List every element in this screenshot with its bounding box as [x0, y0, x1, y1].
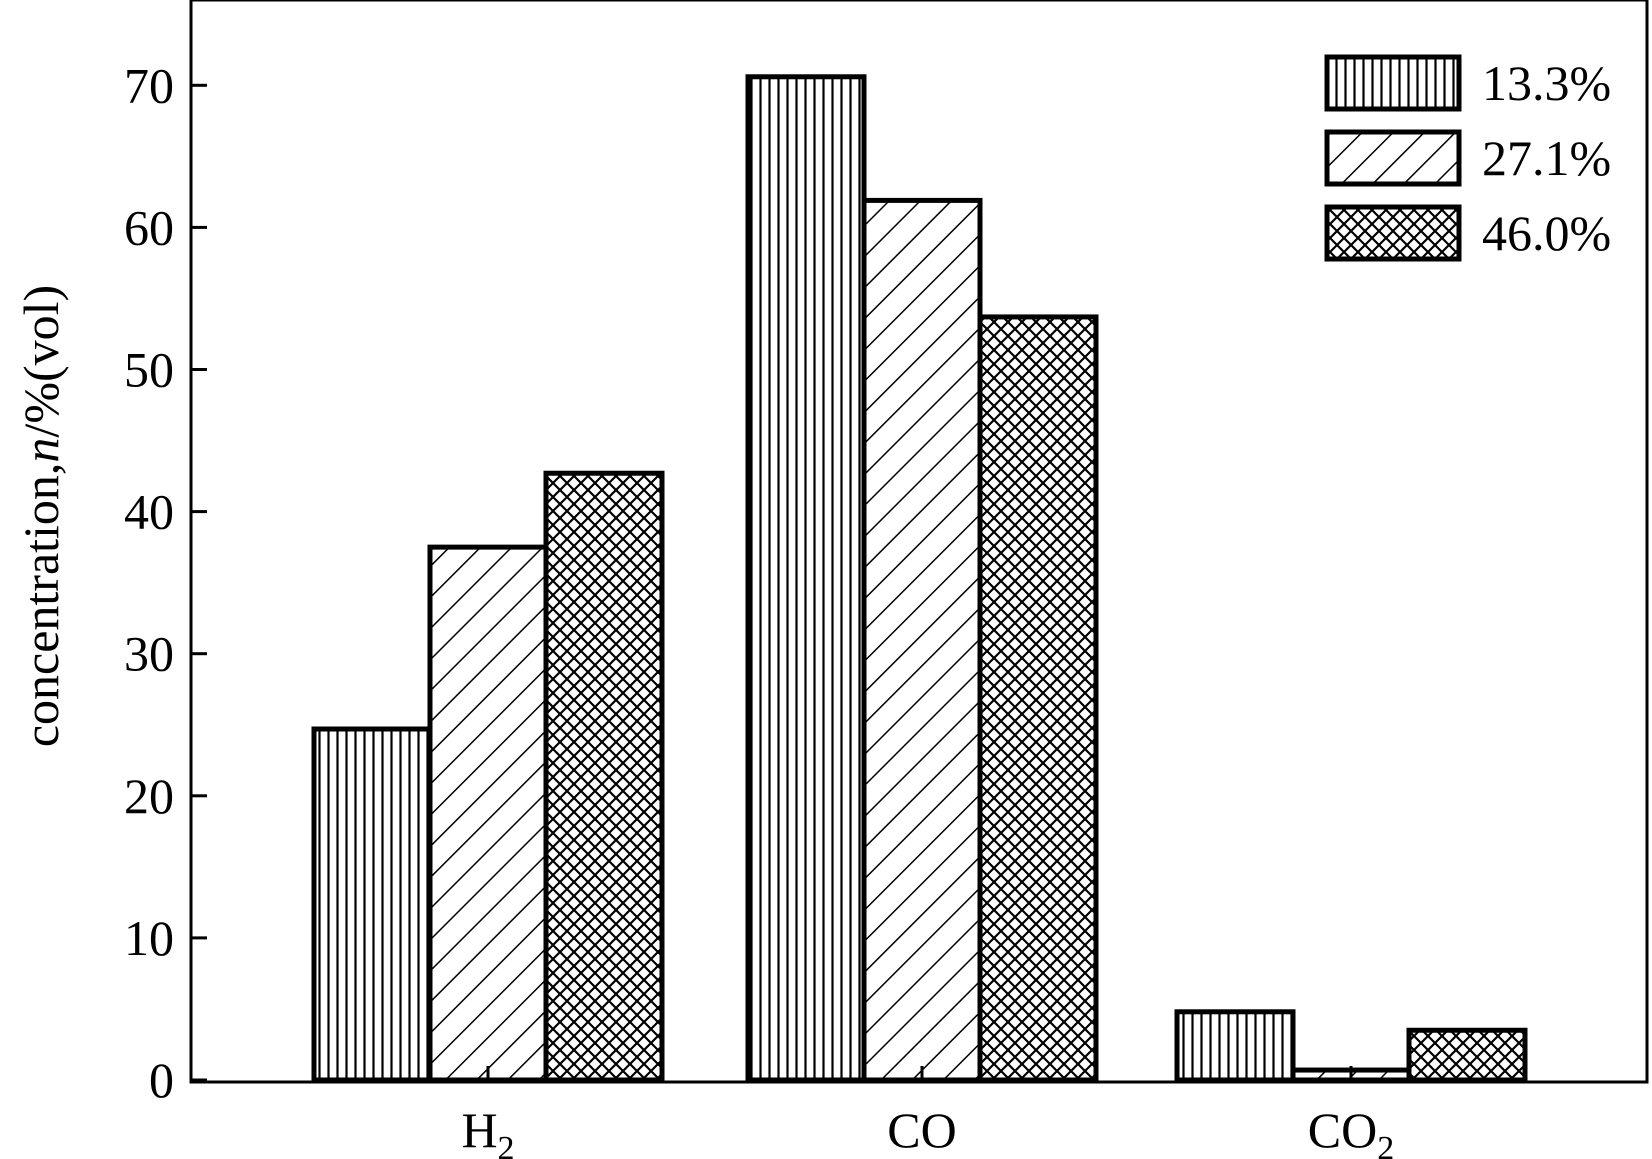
y-axis-title: concentration,n/%(vol) [13, 285, 69, 747]
y-tick-label: 10 [124, 910, 174, 966]
bar-series-3-cat-3 [1406, 1027, 1528, 1083]
legend-swatch-2 [1324, 129, 1462, 187]
y-tick-label: 0 [149, 1052, 174, 1108]
bars-layer [311, 74, 1528, 1083]
y-axis-title-symbol: n [13, 438, 69, 463]
legend: 13.3% 27.1% 46.0% [1324, 54, 1611, 262]
legend-label-2: 27.1% [1482, 130, 1611, 186]
y-tick-label: 70 [124, 57, 174, 113]
bar-series-2-cat-2 [861, 197, 983, 1083]
legend-label-1: 13.3% [1482, 55, 1611, 111]
x-category-label: H2 [461, 1102, 514, 1159]
y-axis-title-prefix: concentration, [13, 463, 69, 748]
bar-series-3-cat-2 [977, 314, 1099, 1083]
y-tick-label: 30 [124, 626, 174, 682]
bar-series-1-cat-2 [745, 74, 867, 1083]
y-tick-label: 20 [124, 768, 174, 824]
x-axis-categories: H2 CO CO2 [461, 1066, 1394, 1159]
bar-series-1-cat-1 [311, 726, 433, 1083]
y-axis-ticks: 0 10 20 30 40 50 60 70 [124, 57, 207, 1108]
legend-swatch-1 [1324, 54, 1462, 112]
y-tick-label: 50 [124, 342, 174, 398]
x-category-label: CO2 [1308, 1102, 1394, 1159]
y-axis-title-unit: /%(vol) [13, 285, 69, 438]
bar-series-2-cat-1 [427, 544, 549, 1083]
legend-label-3: 46.0% [1482, 205, 1611, 261]
plot-frame [189, 0, 1649, 1084]
bar-series-3-cat-1 [543, 470, 665, 1083]
bar-series-1-cat-3 [1174, 1009, 1296, 1083]
y-tick-label: 60 [124, 199, 174, 255]
legend-swatch-3 [1324, 204, 1462, 262]
x-category-label: CO [887, 1102, 956, 1158]
y-tick-label: 40 [124, 484, 174, 540]
